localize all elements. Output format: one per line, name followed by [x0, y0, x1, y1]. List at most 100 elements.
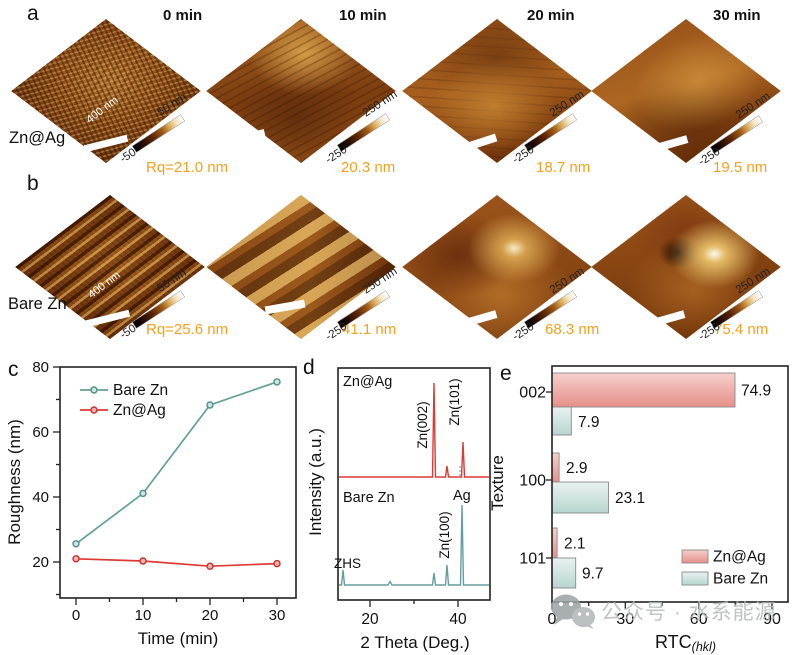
rq-value: 20.3 nm [341, 159, 396, 176]
colorbar-gradient [710, 291, 763, 328]
svg-text:10: 10 [135, 607, 152, 624]
category-labels: 002 100 101 [519, 385, 546, 568]
svg-text:60: 60 [690, 611, 708, 628]
svg-text:9.7: 9.7 [582, 566, 604, 583]
x-tick-labels: 0 30 60 90 [548, 611, 781, 628]
trace-label-bare-zn: Bare Zn [343, 490, 395, 506]
time-label-0min: 0 min [163, 7, 203, 24]
time-label-20min: 20 min [527, 7, 575, 24]
colorbar: 250 nm -250 [697, 266, 776, 346]
value-labels: 74.9 7.9 2.9 23.1 2.1 9.7 [564, 383, 771, 583]
bare-zn-xrd-trace [339, 504, 489, 586]
rq-value: 75.4 nm [714, 321, 769, 338]
watermark-text: 公众号 · 水系能源 [601, 601, 777, 624]
colorbar-gradient [132, 291, 185, 328]
x-axis-label: 2 Theta (Deg.) [360, 633, 469, 652]
colorbar-gradient [710, 116, 763, 153]
colorbar-gradient [524, 291, 577, 328]
wechat-icon [551, 594, 595, 629]
colorbar-gradient [337, 114, 390, 151]
peak-label-zn101: Zn(101) [447, 378, 462, 425]
y-axis-label: Intensity (a.u.) [306, 428, 325, 536]
plot-frame [59, 366, 297, 599]
svg-text:101: 101 [519, 551, 546, 568]
panel-letter-c: c [8, 358, 19, 381]
panel-letter-b: b [27, 172, 39, 195]
legend-bare-zn: Bare Zn [713, 571, 768, 588]
svg-text:30: 30 [616, 611, 634, 628]
colorbar: 50 nm -50 [118, 91, 198, 170]
svg-text:23.1: 23.1 [615, 490, 645, 507]
panel-letter-a: a [27, 2, 39, 25]
svg-text:74.9: 74.9 [741, 383, 771, 400]
y-axis-label: Roughness (nm) [5, 419, 24, 545]
bar-100-zn-ag [551, 452, 560, 483]
bar-002-zn-ag [551, 372, 736, 408]
y-tick-labels: 20 40 60 80 [32, 359, 49, 571]
x-axis-label: Time (min) [138, 629, 219, 648]
svg-text:2.9: 2.9 [566, 460, 588, 477]
time-label-10min: 10 min [339, 7, 387, 24]
colorbar-min-label: -250 [323, 320, 350, 344]
svg-text:0: 0 [72, 607, 80, 624]
y-axis-label: Texture [490, 455, 507, 511]
legend-zn-ag: Zn@Ag [713, 549, 766, 566]
legend: Zn@Ag Bare Zn [681, 549, 768, 588]
svg-text:002: 002 [519, 385, 546, 402]
legend-swatch-zn-ag [681, 549, 709, 564]
peak-label-zhs: ZHS [334, 556, 361, 571]
rq-value: 19.5 nm [713, 159, 768, 176]
rq-value: 68.3 nm [545, 321, 600, 338]
plot-frame [551, 365, 789, 603]
axis-ticks [53, 366, 278, 605]
x-tick-labels: 0 10 20 30 [72, 607, 286, 624]
svg-text:40: 40 [449, 611, 467, 628]
x-tick-labels: 20 40 [361, 611, 467, 628]
colorbar: 50 nm -50 [118, 267, 198, 346]
panel-c-chart: 20 40 60 80 0 10 20 30 Time (min) Roughn… [5, 359, 297, 648]
x-axis-label: RTC(hkl) [655, 632, 716, 654]
axis-ticks [546, 391, 773, 609]
bare-zn-series [72, 378, 281, 548]
bars [551, 372, 736, 589]
colorbar: 250 nm -250 [324, 266, 403, 346]
svg-text:40: 40 [32, 489, 49, 506]
colorbar: 250 nm -250 [324, 89, 403, 169]
rq-value: Rq=21.0 nm [146, 159, 229, 176]
svg-text:90: 90 [763, 611, 781, 628]
colorbar: 250 nm -250 [511, 266, 590, 346]
colorbar-gradient [337, 291, 390, 328]
row-label-bare-zn: Bare Zn [8, 295, 67, 313]
svg-text:30: 30 [269, 607, 286, 624]
rq-value: Rq=25.6 nm [146, 321, 229, 338]
svg-text:2.1: 2.1 [564, 536, 586, 553]
colorbar-gradient [132, 115, 185, 152]
bar-100-bare-zn [551, 481, 609, 514]
legend-bare-zn: Bare Zn [113, 382, 168, 399]
svg-text:20: 20 [361, 611, 379, 628]
legend-swatch-bare-zn [681, 571, 709, 586]
colorbar: 250 nm -250 [511, 89, 590, 169]
svg-text:20: 20 [32, 554, 49, 571]
svg-text:60: 60 [32, 424, 49, 441]
panel-e-chart: 74.9 7.9 2.9 23.1 2.1 9.7 002 100 101 0 … [490, 365, 789, 654]
colorbar-min-label: -250 [323, 143, 350, 167]
bar-002-bare-zn [551, 406, 572, 436]
panel-letter-e: e [500, 362, 512, 385]
colorbar-gradient [524, 114, 577, 151]
peak-label-zn002: Zn(002) [415, 401, 430, 448]
peak-label-ag: Ag [453, 488, 471, 504]
rq-value: 18.7 nm [536, 159, 591, 176]
panel-d-chart: 20 40 2 Theta (Deg.) Intensity (a.u.) Zn… [306, 367, 491, 652]
svg-text:7.9: 7.9 [578, 414, 600, 431]
colorbar: 250 nm -250 [697, 91, 776, 171]
zn-ag-series [72, 555, 281, 570]
svg-text:20: 20 [202, 607, 219, 624]
time-label-30min: 30 min [713, 7, 761, 24]
bar-101-bare-zn [551, 557, 577, 589]
rq-value: 41.1 nm [342, 321, 397, 338]
row-label-zn-ag: Zn@Ag [9, 129, 66, 147]
trace-label-zn-ag: Zn@Ag [343, 374, 392, 390]
svg-text:100: 100 [519, 473, 546, 490]
